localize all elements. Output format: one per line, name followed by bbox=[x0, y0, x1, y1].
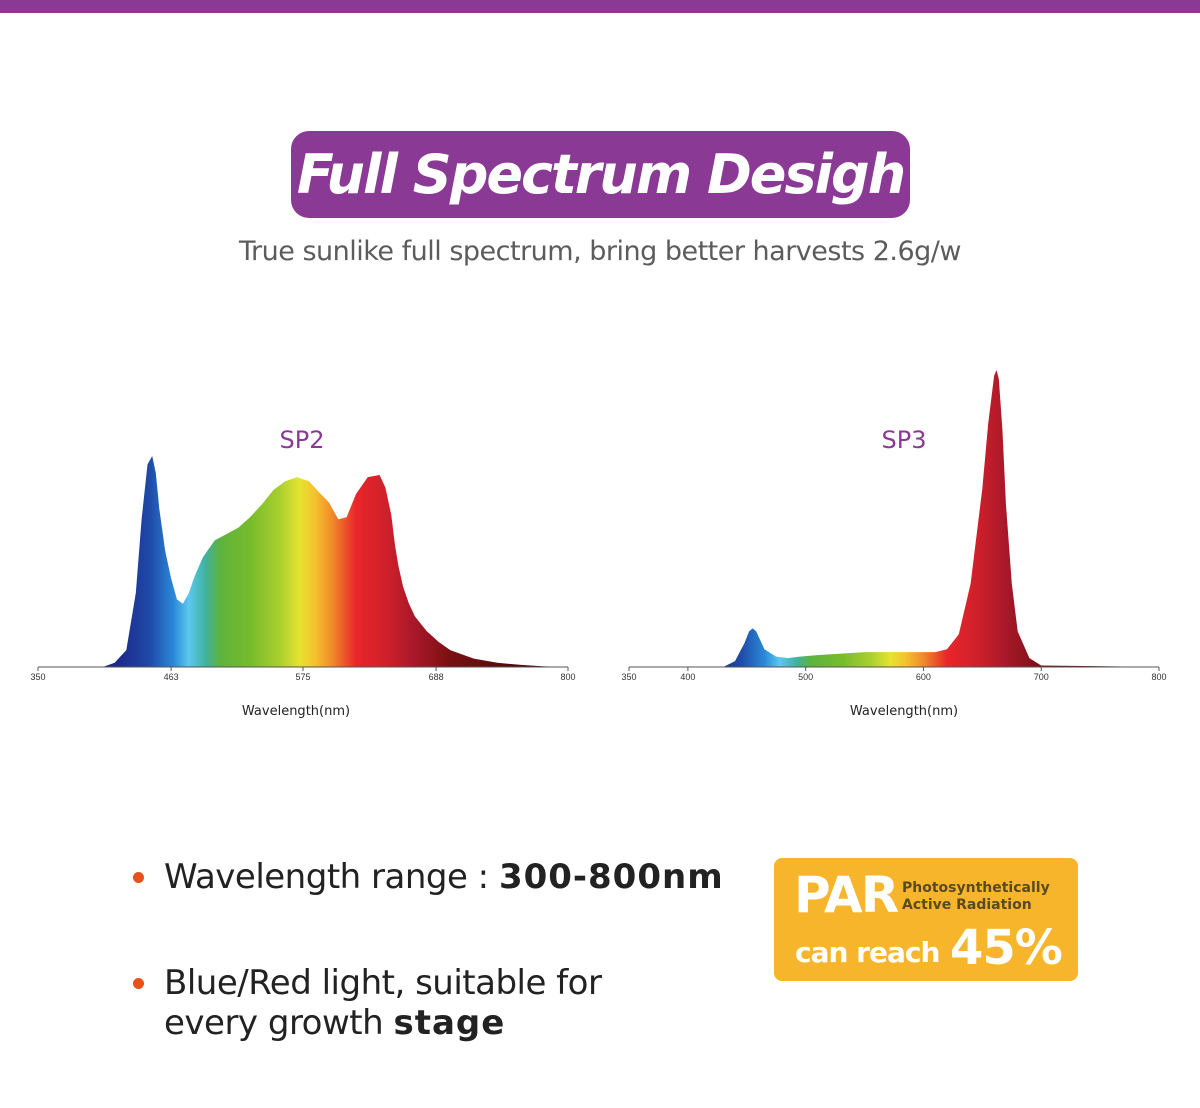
par-description-line: Photosynthetically bbox=[902, 880, 1050, 896]
par-label: PAR bbox=[794, 866, 899, 924]
chart-title: SP2 bbox=[280, 426, 325, 454]
x-tick-label: 800 bbox=[560, 672, 575, 682]
par-description-line: Active Radiation bbox=[902, 897, 1032, 913]
x-axis-label: Wavelength(nm) bbox=[242, 704, 350, 719]
x-tick-label: 400 bbox=[680, 672, 695, 682]
spectrum-charts: SP2 350 463 575 688 800 Wavelength(nm) SP3 3… bbox=[30, 370, 1167, 719]
bullet-blue-red-light: Blue/Red light, suitable for every growt… bbox=[164, 963, 602, 1043]
x-tick-label: 575 bbox=[295, 672, 310, 682]
page-title: Full Spectrum Desigh bbox=[296, 143, 906, 206]
x-tick-label: 700 bbox=[1034, 672, 1049, 682]
x-tick-label: 800 bbox=[1151, 672, 1166, 682]
x-tick-label: 350 bbox=[30, 672, 45, 682]
top-accent-bar bbox=[0, 0, 1200, 13]
chart-title: SP3 bbox=[882, 426, 927, 454]
bullet-label: Wavelength range : bbox=[164, 857, 489, 897]
x-ticks: 350 463 575 688 800 bbox=[30, 667, 576, 682]
series-area bbox=[38, 456, 568, 667]
par-reach-text: can reach bbox=[795, 936, 940, 969]
x-tick-label: 350 bbox=[621, 672, 636, 682]
bullet-line: every growth stage bbox=[164, 1003, 601, 1043]
chart-sp3: SP3 350 400 500 600 700 800 Wavelength(nm) bbox=[621, 370, 1167, 719]
par-badge: PAR Photosynthetically Active Radiation … bbox=[774, 858, 1078, 981]
bullet-dot bbox=[133, 872, 144, 883]
x-tick-label: 600 bbox=[916, 672, 931, 682]
bullet-value: 300-800nm bbox=[498, 857, 724, 897]
page-subtitle: True sunlike full spectrum, bring better… bbox=[239, 236, 961, 267]
x-tick-label: 688 bbox=[429, 672, 444, 682]
bullet-line: Blue/Red light, suitable for bbox=[164, 963, 602, 1003]
title-banner: Full Spectrum Desigh bbox=[291, 131, 910, 218]
x-ticks: 350 400 500 600 700 800 bbox=[621, 667, 1167, 682]
bullet-dot bbox=[133, 978, 144, 989]
x-tick-label: 500 bbox=[798, 672, 813, 682]
bullet-line-text: every growth bbox=[164, 1003, 384, 1043]
par-percent: 45% bbox=[950, 920, 1063, 976]
x-tick-label: 463 bbox=[164, 672, 179, 682]
par-description: Photosynthetically Active Radiation bbox=[902, 880, 1050, 914]
chart-sp2: SP2 350 463 575 688 800 Wavelength(nm) bbox=[30, 426, 575, 719]
bullet-wavelength-range: Wavelength range : 300-800nm bbox=[164, 857, 724, 897]
bullet-line-tail: stage bbox=[393, 1003, 506, 1043]
series-area bbox=[629, 370, 1159, 667]
x-axis-label: Wavelength(nm) bbox=[850, 704, 958, 719]
